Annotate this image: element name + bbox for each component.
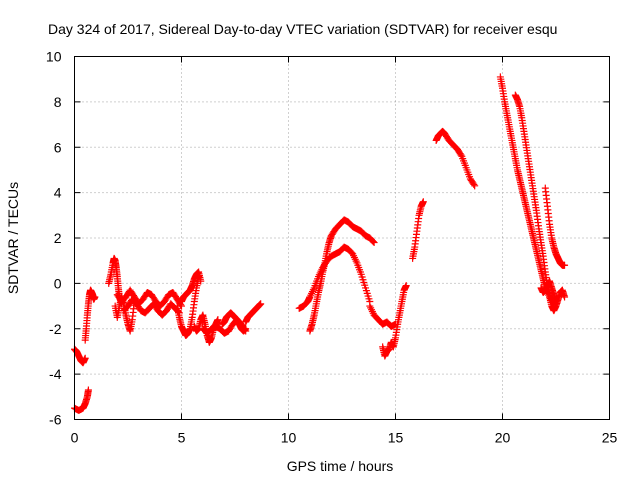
series-arc-9 — [178, 268, 205, 306]
data-point — [470, 180, 478, 188]
data-point — [419, 198, 427, 206]
y-tick-label: 8 — [54, 94, 62, 110]
plot-frame — [74, 56, 610, 420]
series-arc-14 — [295, 243, 374, 312]
series-arc-19 — [432, 127, 479, 190]
x-tick-label: 15 — [388, 430, 404, 446]
x-tick-label: 25 — [602, 430, 618, 446]
data-series — [71, 73, 569, 414]
series-arc-1 — [71, 345, 89, 367]
x-tick-label: 10 — [281, 430, 297, 446]
data-point — [242, 325, 250, 333]
series-arc-7 — [120, 295, 183, 319]
series-arc-3 — [81, 286, 99, 344]
grid — [74, 56, 610, 420]
data-point — [197, 277, 205, 285]
x-tick-label: 5 — [178, 430, 186, 446]
series-arc-18 — [409, 198, 427, 262]
y-tick-label: -6 — [49, 412, 62, 428]
series-arc-15 — [306, 216, 378, 335]
series-arc-22 — [537, 277, 560, 306]
series-arc-16 — [366, 302, 399, 330]
x-tick-label: 0 — [71, 430, 79, 446]
y-tick-label: 10 — [46, 49, 62, 65]
y-tick-label: -4 — [49, 366, 62, 382]
data-point — [402, 282, 410, 290]
series-arc-23 — [541, 184, 569, 269]
y-tick-label: -2 — [49, 321, 62, 337]
data-point — [81, 354, 89, 362]
data-point — [471, 182, 479, 190]
x-axis-label: GPS time / hours — [287, 458, 394, 474]
y-tick-label: 4 — [54, 185, 62, 201]
y-tick-label: 6 — [54, 139, 62, 155]
data-point — [369, 238, 377, 246]
data-point — [214, 316, 222, 324]
data-point — [552, 298, 560, 306]
axis-ticks: 0 5 10 15 20 25 -6 -4 -2 0 2 4 6 8 10 — [46, 49, 618, 446]
series-arc-13 — [242, 300, 265, 326]
x-tick-label: 20 — [495, 430, 511, 446]
data-point — [561, 261, 569, 269]
data-point — [84, 386, 92, 394]
y-tick-label: 0 — [54, 275, 62, 291]
series-arc-2 — [71, 386, 92, 414]
data-point — [561, 293, 569, 301]
data-point — [370, 239, 378, 247]
series-arc-8 — [173, 273, 203, 340]
series-arc-20 — [496, 73, 558, 308]
chart-title: Day 324 of 2017, Sidereal Day-to-day VTE… — [48, 21, 557, 37]
series-arc-17 — [379, 282, 410, 360]
data-point — [257, 300, 265, 308]
data-point — [457, 151, 465, 159]
y-tick-label: 2 — [54, 230, 62, 246]
series-arc-12 — [218, 309, 250, 335]
y-axis-label: SDTVAR / TECUs — [5, 182, 21, 294]
series-arc-21 — [511, 91, 569, 315]
data-point — [91, 293, 99, 301]
data-point — [177, 301, 185, 309]
